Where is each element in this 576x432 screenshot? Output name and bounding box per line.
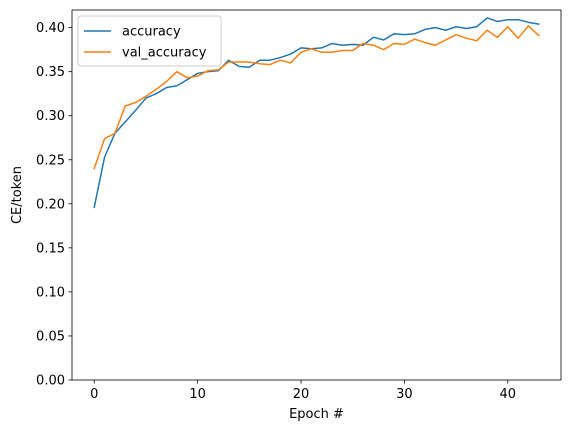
y-tick-label: 0.05 [36,329,65,344]
x-tick-label: 20 [293,387,310,402]
y-tick-label: 0.20 [36,197,65,212]
y-tick-label: 0.10 [36,285,65,300]
x-tick-label: 30 [396,387,413,402]
plot-area [93,17,540,209]
series-line-accuracy [93,17,540,209]
y-tick-label: 0.35 [36,65,65,80]
series-line-val-accuracy [93,25,540,170]
y-axis-label: CE/token [10,166,25,224]
x-tick-label: 40 [499,387,516,402]
y-tick-label: 0.40 [36,21,65,36]
legend-label: val_accuracy [122,46,207,61]
y-tick-label: 0.00 [36,374,65,389]
x-tick-label: 10 [189,387,206,402]
legend-label: accuracy [122,25,181,40]
x-axis-label: Epoch # [289,407,344,422]
y-tick-label: 0.15 [36,241,65,256]
y-tick-label: 0.30 [36,109,65,124]
plot-frame [71,9,562,381]
y-axis: 0.00 0.05 0.10 0.15 0.20 0.25 0.30 0.35 0.40 [36,21,72,389]
legend: accuracy val_accuracy [77,15,222,67]
legend-box [77,15,222,67]
x-tick-label: 0 [90,387,98,402]
y-tick-label: 0.25 [36,153,65,168]
x-axis: 0 10 20 30 40 [90,380,516,402]
